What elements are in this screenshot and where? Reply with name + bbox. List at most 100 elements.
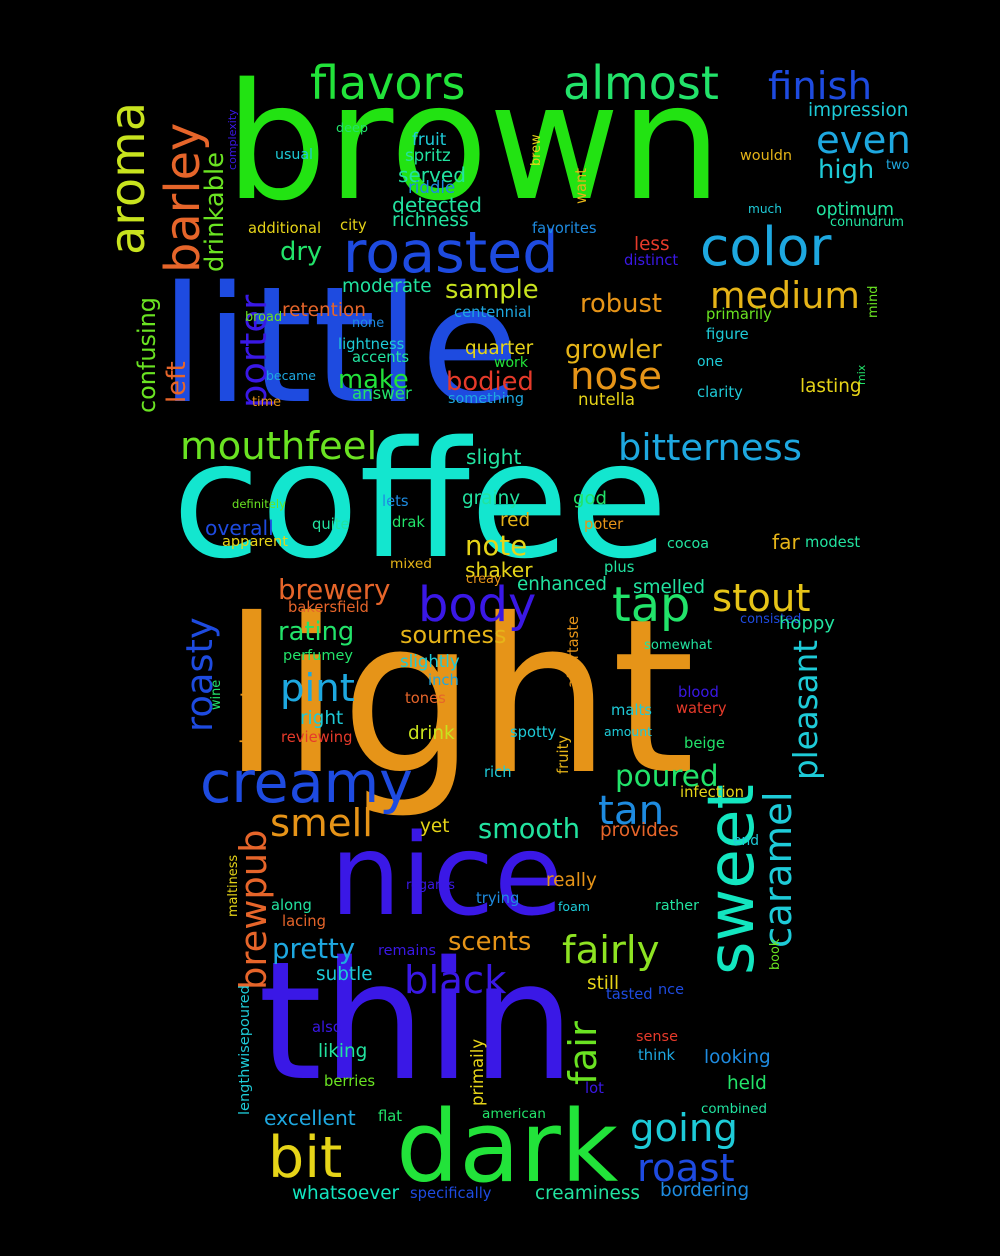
word-impression: impression (808, 100, 909, 121)
word-beige: beige (684, 735, 725, 752)
word-tones: tones (405, 690, 446, 707)
word-roasty: roasty (178, 617, 221, 732)
word-nice: nice (330, 811, 564, 941)
word-whatsoever: whatsoever (292, 1183, 400, 1204)
word-held: held (727, 1073, 767, 1094)
word-sense: sense (636, 1029, 678, 1045)
word-rich: rich (484, 764, 512, 781)
word-smelled: smelled (633, 577, 706, 598)
word-caramel: caramel (756, 791, 801, 948)
word-modest: modest (805, 534, 861, 551)
word-dark: dark (396, 1090, 619, 1205)
word-fruit: fruit (412, 130, 447, 149)
word-enhanced: enhanced (517, 574, 607, 595)
word-quarter: quarter (465, 338, 534, 359)
word-optimum: optimum (816, 200, 894, 220)
word-excellent: excellent (264, 1106, 356, 1130)
word-brewery: brewery (278, 573, 391, 606)
word-rating: rating (278, 617, 355, 647)
word-somewhat: somewhat (644, 638, 712, 653)
word-nce: nce (658, 982, 684, 998)
word-cocoa: cocoa (667, 536, 709, 552)
word-stout: stout (712, 576, 811, 621)
word-subtle: subtle (316, 964, 373, 985)
word-maltiness: maltiness (226, 854, 241, 917)
word-grainy: grainy (462, 488, 521, 509)
word-detected: detected (392, 193, 482, 217)
word-going: going (630, 1106, 738, 1151)
word-along: along (271, 897, 312, 914)
word-want: want (573, 168, 590, 204)
word-provides: provides (600, 820, 679, 841)
word-tap: tap (612, 578, 691, 633)
word-dry: dry (280, 237, 323, 267)
word-make: make (338, 365, 409, 395)
word-inch: inch (428, 672, 459, 689)
word-moderate: moderate (342, 276, 432, 297)
word-combined: combined (701, 1102, 767, 1117)
word-brew: brew (529, 134, 544, 166)
word-complexity: complexity (226, 109, 239, 170)
word-became: became (266, 368, 316, 383)
word-hoppy: hoppy (779, 613, 835, 634)
word-looking: looking (704, 1047, 771, 1068)
word-flat: flat (378, 1108, 403, 1125)
word-richness: richness (392, 210, 469, 231)
word-apparent: apparent (222, 533, 288, 550)
word-tan: tan (598, 786, 665, 834)
word-scents: scents (448, 927, 532, 957)
word-almost: almost (563, 56, 719, 110)
word-poter: poter (584, 516, 624, 533)
word-time: time (252, 395, 282, 410)
word-high: high (818, 155, 875, 185)
word-coffee: coffee (172, 407, 669, 594)
word-blood: blood (678, 684, 719, 701)
word-flavors: flavors (310, 56, 466, 110)
word-bakersfield: bakersfield (288, 599, 369, 616)
word-right: right (300, 708, 344, 729)
word-mind: mind (866, 285, 881, 318)
word-remains: remains (378, 943, 436, 959)
word-work: work (494, 355, 528, 371)
word-slight: slight (466, 445, 522, 469)
word-consisted: consisted (740, 612, 802, 627)
word-lightness: lightness (338, 336, 405, 353)
word-specifically: specifically (410, 1185, 492, 1202)
word-usual: usual (275, 147, 313, 163)
word-sourness: sourness (400, 621, 507, 649)
word-plus: plus (604, 559, 635, 576)
word-note: note (465, 529, 528, 562)
word-nose: nose (570, 354, 662, 399)
word-yet: yet (420, 816, 450, 837)
word-creaminess: creaminess (535, 1183, 641, 1204)
word-roasted: roasted (343, 220, 559, 286)
word-drink: drink (408, 723, 455, 744)
word-pint: pint (280, 666, 355, 711)
word-thin: thin (258, 926, 576, 1117)
word-little: little (160, 252, 520, 439)
word-fairly: fairly (562, 928, 660, 973)
word-served: served (398, 163, 466, 187)
word-figure: figure (706, 326, 749, 343)
word-wouldn: wouldn (740, 148, 792, 164)
word-riddle: riddle (408, 178, 456, 197)
word-two: two (886, 158, 910, 173)
word-color: color (700, 215, 832, 278)
word-drak: drak (392, 514, 425, 531)
word-quite: quite (312, 516, 350, 533)
word-tasted: tasted (606, 986, 653, 1003)
word-brown: brown (225, 49, 723, 236)
word-finish: finish (768, 64, 873, 109)
word-favorites: favorites (532, 220, 597, 237)
word-far: far (772, 530, 800, 554)
word-retention: retention (282, 300, 366, 321)
word-deep: deep (336, 121, 368, 136)
word-malts: malts (611, 702, 652, 719)
word-spritz: spritz (405, 146, 451, 165)
word-bitterness: bitterness (618, 426, 802, 469)
word-robust: robust (580, 289, 662, 319)
word-drinkable: drinkable (200, 152, 230, 272)
word-confusing: confusing (133, 297, 161, 413)
word-sweet: sweet (694, 784, 769, 975)
